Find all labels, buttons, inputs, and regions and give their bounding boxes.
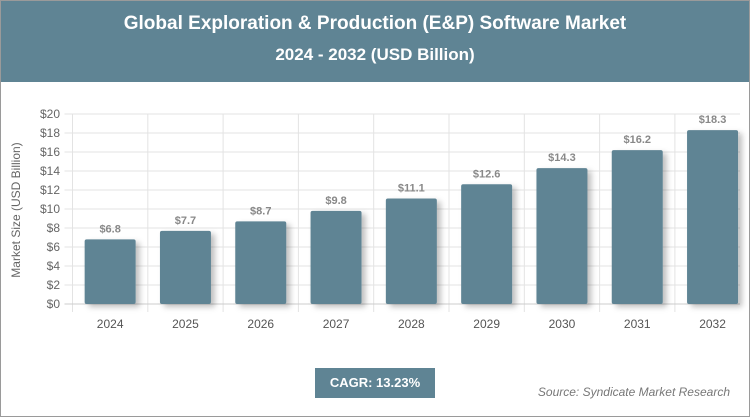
bar-2028 [385, 198, 437, 304]
bar-2025 [159, 230, 211, 304]
x-tick-label: 2029 [473, 317, 500, 331]
y-tick-label: $16 [40, 145, 60, 159]
y-tick-label: $20 [40, 107, 60, 121]
y-tick-label: $0 [47, 297, 61, 311]
y-tick-label: $6 [47, 240, 61, 254]
data-label: $14.3 [548, 152, 576, 164]
bar-2029 [461, 184, 513, 304]
bar-2024 [84, 239, 136, 304]
y-tick-label: $14 [40, 164, 60, 178]
x-tick-label: 2028 [398, 317, 425, 331]
y-tick-label: $18 [40, 126, 60, 140]
chart-title: Global Exploration & Production (E&P) So… [123, 13, 627, 34]
data-label: $18.3 [699, 114, 727, 126]
x-tick-label: 2030 [549, 317, 576, 331]
data-label: $16.2 [623, 134, 651, 146]
data-label: $8.7 [250, 205, 271, 217]
data-label: $9.8 [325, 195, 346, 207]
y-tick-label: $4 [47, 259, 61, 273]
data-label: $12.6 [473, 168, 501, 180]
bar-2027 [310, 210, 362, 304]
y-tick-label: $2 [47, 278, 61, 292]
bar-2026 [235, 221, 287, 304]
y-tick-label: $10 [40, 202, 60, 216]
chart-subtitle: 2024 - 2032 (USD Billion) [275, 45, 475, 64]
y-tick-label: $12 [40, 183, 60, 197]
source-note: Source: Syndicate Market Research [537, 385, 730, 399]
bar-2032 [687, 130, 739, 304]
data-label: $7.7 [175, 215, 196, 227]
x-tick-label: 2024 [97, 317, 124, 331]
bar-2031 [611, 150, 663, 304]
bar-2030 [536, 168, 588, 304]
chart-header: Global Exploration & Production (E&P) So… [0, 0, 750, 82]
x-tick-label: 2026 [247, 317, 274, 331]
data-label: $11.1 [398, 183, 425, 195]
x-tick-label: 2027 [323, 317, 350, 331]
cagr-badge: CAGR: 13.23% [315, 368, 435, 398]
data-label: $6.8 [99, 223, 120, 235]
y-axis-label: Market Size (USD Billion) [9, 142, 23, 277]
x-tick-label: 2025 [172, 317, 199, 331]
y-tick-label: $8 [47, 221, 61, 235]
x-tick-label: 2031 [624, 317, 651, 331]
x-tick-label: 2032 [699, 317, 726, 331]
